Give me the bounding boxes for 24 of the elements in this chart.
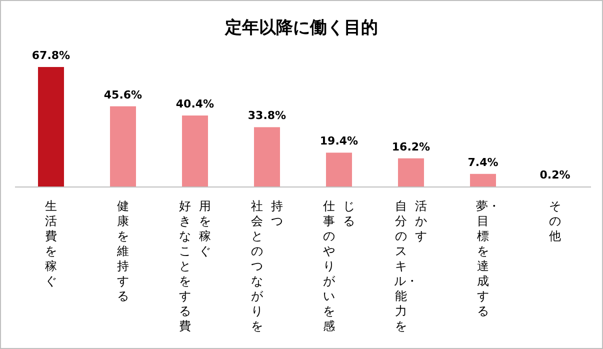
data-label: 67.8% xyxy=(32,49,70,62)
data-label: 7.4% xyxy=(468,156,498,169)
bar xyxy=(470,174,496,187)
x-tick-label: 生活費を稼ぐ xyxy=(44,199,58,290)
data-label: 0.2% xyxy=(540,168,570,182)
bar xyxy=(110,106,136,187)
data-label: 19.4% xyxy=(320,134,358,148)
category-label: 好きなことをする費用を稼ぐ xyxy=(179,199,211,333)
data-label: 33.8% xyxy=(248,109,286,122)
data-label: 45.6% xyxy=(104,88,142,102)
category-label: 社会とのつながりを持つ xyxy=(251,199,283,333)
bar xyxy=(182,115,208,187)
x-tick-label: 夢・目標を達成する xyxy=(476,199,500,320)
chart-title: 定年以降に働く目的 xyxy=(224,18,378,38)
bar xyxy=(254,127,280,187)
category-label: 仕事のやりがいを感じる xyxy=(323,199,355,333)
bar xyxy=(326,152,352,187)
category-label: 自分のスキル・能力を活かす xyxy=(394,199,427,333)
bar xyxy=(398,158,424,187)
data-label: 16.2% xyxy=(392,140,430,154)
x-tick-label: 健康を維持する xyxy=(116,199,130,305)
data-label: 40.4% xyxy=(176,97,214,110)
bar xyxy=(38,67,64,187)
x-tick-label: その他 xyxy=(548,199,562,245)
